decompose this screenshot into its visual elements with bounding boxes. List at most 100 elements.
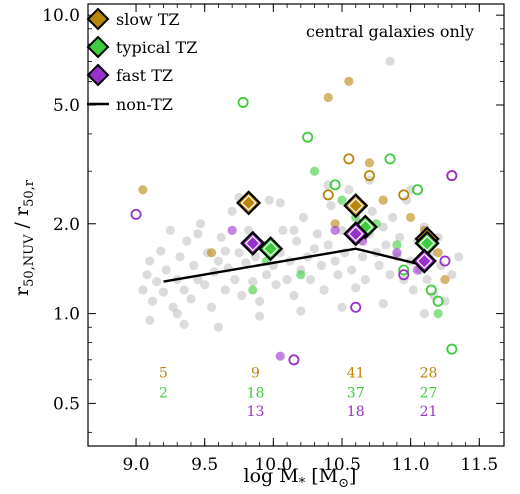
typical-count-label: 2 bbox=[159, 385, 168, 401]
slow-tz-median-marker-inner bbox=[347, 197, 364, 214]
non-tz-point bbox=[165, 225, 175, 236]
non-tz-point bbox=[261, 270, 272, 280]
scatter-layer bbox=[130, 56, 464, 366]
non-tz-point bbox=[206, 302, 217, 312]
fast-count-label: 21 bbox=[420, 404, 438, 420]
fast-tz-open-point bbox=[398, 269, 410, 281]
non-tz-point bbox=[200, 280, 210, 290]
non-tz-point bbox=[357, 252, 368, 262]
fast-count-label: 18 bbox=[347, 404, 365, 420]
non-tz-point bbox=[193, 229, 203, 239]
fast-tz-point bbox=[392, 248, 402, 258]
non-tz-point bbox=[319, 285, 329, 295]
fast-tz-median-marker bbox=[240, 230, 266, 256]
non-tz-point bbox=[156, 246, 166, 256]
slow-tz-point bbox=[323, 92, 333, 103]
slow-tz-open-point bbox=[343, 153, 355, 165]
non-tz-point bbox=[337, 302, 347, 312]
typical-tz-point bbox=[337, 195, 347, 205]
typical-tz-point bbox=[309, 166, 320, 176]
x-tick-label: 10.0 bbox=[254, 455, 292, 475]
non-tz-point bbox=[234, 248, 244, 258]
non-tz-point bbox=[278, 225, 288, 236]
fast-tz-median-marker-inner bbox=[416, 253, 433, 269]
typical-count-label: 37 bbox=[347, 385, 365, 401]
slow-count-label: 28 bbox=[420, 365, 438, 381]
non-tz-point bbox=[213, 256, 224, 266]
non-tz-point bbox=[168, 302, 178, 312]
non-tz-point bbox=[344, 185, 354, 195]
typical-tz-open-point bbox=[446, 343, 458, 355]
slow-count-label: 41 bbox=[347, 365, 365, 381]
typical-tz-point bbox=[392, 240, 402, 250]
y-tick-label: 0.5 bbox=[53, 394, 80, 414]
non-tz-point bbox=[385, 270, 395, 280]
slow-tz-open-point bbox=[322, 189, 334, 201]
fast-tz-median-marker bbox=[411, 248, 437, 274]
count-labels-layer: 5 9 41 28 2 18 37 27 13 18 21 bbox=[159, 365, 437, 419]
annotation-central-galaxies: central galaxies only bbox=[306, 22, 474, 41]
legend-typical-label: typical TZ bbox=[116, 38, 197, 57]
non-tz-point bbox=[195, 219, 206, 229]
slow-tz-point bbox=[344, 76, 354, 86]
slow-tz-point bbox=[364, 158, 375, 168]
non-tz-point bbox=[220, 246, 230, 256]
non-tz-point bbox=[213, 322, 224, 332]
fast-tz-open-point bbox=[350, 301, 362, 313]
legend-item-non-tz: non-TZ bbox=[87, 95, 173, 114]
slow-tz-median-marker-inner bbox=[240, 195, 257, 211]
non-tz-point bbox=[309, 244, 320, 254]
fast-tz-point bbox=[275, 351, 285, 361]
legend-slow-label: slow TZ bbox=[116, 10, 180, 29]
non-tz-point bbox=[378, 222, 388, 232]
non-tz-point bbox=[230, 274, 240, 285]
legend-item-fast: fast TZ bbox=[86, 63, 173, 87]
non-tz-point bbox=[374, 260, 384, 271]
y-tick-label: 10.0 bbox=[42, 6, 80, 26]
non-tz-point bbox=[142, 270, 152, 280]
slow-tz-point bbox=[433, 248, 443, 258]
typical-tz-open-point bbox=[425, 284, 437, 296]
fast-tz-open-point bbox=[446, 170, 458, 182]
non-tz-point bbox=[351, 283, 361, 293]
typical-tz-open-point bbox=[302, 131, 314, 143]
y-axis-title: r50,NUV / r50,r bbox=[11, 179, 37, 296]
legend-non-tz-label: non-TZ bbox=[116, 95, 173, 114]
fast-tz-open-point bbox=[288, 354, 300, 366]
legend-item-slow: slow TZ bbox=[86, 7, 180, 31]
non-tz-point bbox=[422, 274, 432, 285]
slow-tz-open-point bbox=[363, 170, 375, 182]
non-tz-point bbox=[145, 315, 155, 325]
non-tz-point bbox=[182, 236, 192, 246]
non-tz-point bbox=[138, 285, 148, 295]
non-tz-point bbox=[330, 256, 340, 266]
non-tz-point bbox=[305, 274, 316, 285]
non-tz-point bbox=[275, 198, 285, 208]
non-tz-point bbox=[381, 240, 391, 250]
typical-tz-median-marker-inner bbox=[262, 240, 279, 257]
legend-slow-marker bbox=[86, 7, 110, 31]
typical-tz-open-point bbox=[384, 153, 396, 165]
typical-tz-open-point bbox=[412, 184, 424, 196]
y-tick-label: 1.0 bbox=[53, 305, 80, 325]
typical-tz-median-marker-inner bbox=[419, 235, 435, 252]
non-tz-point bbox=[189, 260, 199, 271]
non-tz-point bbox=[401, 195, 412, 205]
non-tz-point bbox=[360, 274, 370, 285]
slow-tz-point bbox=[206, 248, 217, 258]
non-tz-point bbox=[454, 252, 464, 262]
slow-tz-point bbox=[138, 185, 148, 195]
non-tz-point bbox=[179, 285, 189, 295]
non-tz-point bbox=[312, 229, 322, 239]
non-tz-point bbox=[436, 260, 446, 271]
slow-tz-point bbox=[406, 212, 416, 223]
typical-tz-open-point bbox=[329, 179, 341, 191]
fast-tz-open-point bbox=[130, 208, 142, 220]
non-tz-point bbox=[419, 308, 429, 319]
slow-tz-open-point bbox=[398, 189, 410, 201]
plot-frame bbox=[87, 3, 505, 447]
non-tz-point bbox=[447, 270, 457, 280]
non-tz-point bbox=[388, 212, 398, 223]
x-tick-label: 10.5 bbox=[323, 455, 361, 475]
